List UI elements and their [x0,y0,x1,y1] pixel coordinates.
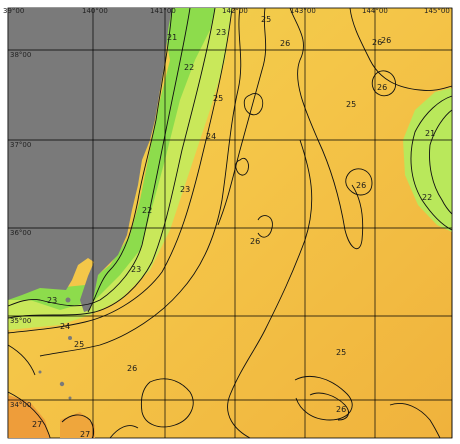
lon-label-141: 141°00 [150,7,176,15]
contour-label: 21 [425,129,435,138]
contour-label: 21 [167,33,177,42]
island [59,381,65,387]
contour-label: 26 [127,364,137,373]
contour-label: 23 [180,185,190,194]
contour-label: 26 [336,405,346,414]
contour-label: 27 [80,430,90,439]
lon-label-140: 140°00 [82,7,108,15]
longitude-labels: 39°00 140°00 141°00 142°00 143°00 144°00… [3,7,450,15]
contour-label: 24 [206,132,216,141]
coastal-colder-water [8,8,215,310]
contour-label: 23 [216,28,226,37]
contour-label: 26 [377,83,387,92]
southwest-warm-patch [8,395,50,438]
island [68,336,72,340]
contour-label: 27 [32,420,42,429]
lat-label-34: 34°00 [10,401,31,409]
contour-label: 26 [356,181,366,190]
lat-label-35: 35°00 [10,317,31,325]
contour-label: 26 [372,38,382,47]
contour-label: 23 [47,296,57,305]
contour-label: 26 [280,39,290,48]
contour-label: 22 [184,63,194,72]
island [38,370,42,374]
contour-label: 25 [261,15,271,24]
island [65,297,71,303]
lon-label-142: 142°00 [222,7,248,15]
contour-label: 25 [346,100,356,109]
contour-value-labels: 21 23 22 25 24 23 22 23 23 24 25 26 27 2… [32,15,435,439]
lat-label-36: 36°00 [10,229,31,237]
contour-label: 26 [250,237,260,246]
contour-label: 22 [422,193,432,202]
south-warm-patch [60,412,95,438]
contour-label: 22 [142,206,152,215]
contour-label: 25 [213,94,223,103]
contour-label: 25 [74,340,84,349]
contour-label: 26 [381,36,391,45]
lon-label-139: 39°00 [3,7,24,15]
latitude-labels: 38°00 37°00 36°00 35°00 34°00 [10,51,31,409]
lon-label-143: 143°00 [290,7,316,15]
island [68,396,72,400]
lat-label-37: 37°00 [10,141,31,149]
lat-lon-grid [7,8,453,438]
land-mass [8,8,172,312]
lon-label-145: 145°00 [424,7,450,15]
contour-label: 25 [336,348,346,357]
contour-label: 23 [131,265,141,274]
lat-label-38: 38°00 [10,51,31,59]
lon-label-144: 144°00 [362,7,388,15]
contour-label: 24 [60,322,70,331]
isotherm-contours [7,7,453,439]
